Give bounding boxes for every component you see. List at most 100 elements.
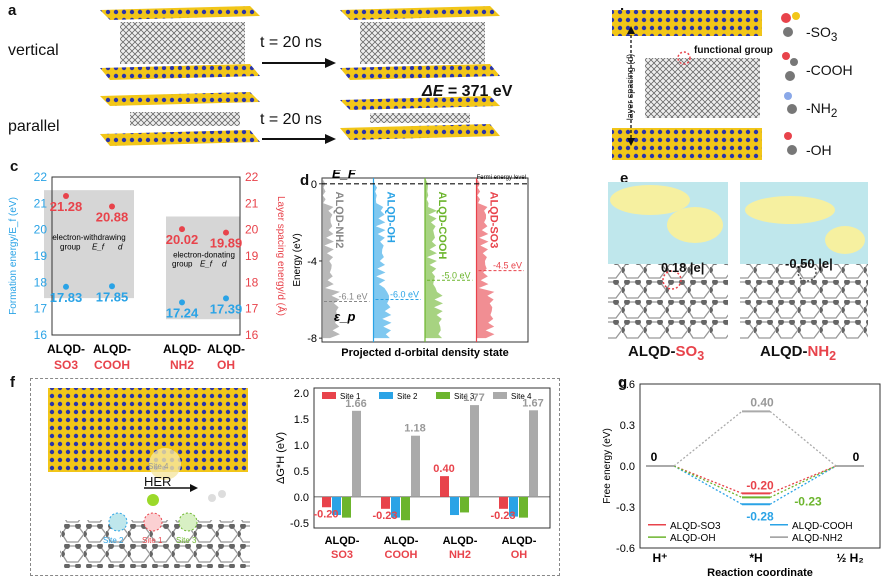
panel-a-structures: [100, 6, 500, 146]
bar: [470, 405, 479, 497]
bar-label: 1.77: [463, 392, 484, 404]
legend-label: Site 2: [397, 392, 418, 401]
x-label-bottom: OH: [217, 358, 235, 372]
box2-title: electron-donating: [173, 250, 235, 259]
bar-label: -0.23: [372, 510, 397, 522]
qd-flat-1: [130, 112, 240, 126]
ep-label: -4.5 eV: [493, 261, 522, 271]
data-label: 21.28: [50, 199, 83, 214]
tick-label: 1.0: [294, 440, 309, 452]
charge-site-right: [797, 262, 817, 282]
right-axis-label: Layer spacing energy/d (Å): [275, 196, 288, 316]
time-label-top: t = 20 ns: [260, 34, 322, 51]
x-label-bottom: SO3: [331, 549, 353, 561]
bar: [401, 496, 410, 521]
box1-title: electron-withdrawing: [52, 233, 125, 242]
panel-c-label: c: [10, 158, 19, 175]
tick-label: 0.6: [620, 379, 635, 391]
x-label-bottom: SO3: [54, 358, 78, 372]
y-axis-label: Free energy (eV): [602, 428, 613, 504]
tick-label: 0.0: [294, 492, 309, 504]
value-label-red: -0.20: [746, 478, 774, 492]
x-tick-label: ½ H₂: [836, 551, 863, 565]
box2-subtitle: group: [172, 260, 193, 269]
box1-d: d: [118, 242, 123, 251]
x-label-bottom: COOH: [94, 358, 130, 372]
value-label-top: 0.40: [750, 395, 774, 409]
bar: [381, 496, 390, 509]
y-axis-label: ΔG*H (eV): [275, 432, 287, 484]
left-tick-label: 20: [34, 223, 48, 237]
bar: [519, 496, 528, 518]
y-axis-label: Energy (eV): [292, 233, 303, 286]
x-label-bottom: NH2: [449, 549, 471, 561]
tick-label: -0.3: [616, 502, 635, 514]
group-nh2: -NH2: [806, 100, 838, 120]
her-arrow-head: [190, 484, 198, 492]
data-label: 20.88: [96, 209, 129, 224]
ep-label: -6.0 eV: [390, 290, 419, 300]
lattice-right: [740, 264, 868, 340]
bar-label: 1.67: [522, 397, 543, 409]
top-sheet: [612, 10, 762, 36]
group-so3: -SO3: [806, 24, 838, 44]
data-label: 17.83: [50, 290, 83, 305]
column-name: ALQD-COOH: [436, 192, 448, 260]
right-tick-label: 21: [245, 196, 259, 210]
spacing-arrow-top: [627, 26, 635, 34]
bar-label: 1.18: [404, 423, 425, 435]
tick-label: -8: [307, 333, 317, 345]
legend-label: Site 1: [340, 392, 361, 401]
column-name: ALQD-NH2: [333, 192, 345, 249]
adsorbate-h: [147, 494, 159, 506]
value-label-end: 0: [853, 450, 860, 464]
bar: [352, 410, 361, 497]
bar-label: 0.40: [433, 463, 454, 475]
site4-halo: [149, 448, 181, 480]
spacing-arrow-bottom: [627, 138, 635, 146]
x-label-bottom: NH2: [170, 358, 194, 372]
plot-frame: [639, 383, 881, 549]
row-label-parallel: parallel: [8, 118, 60, 135]
bar-label: -0.23: [490, 510, 515, 522]
x-tick-label: *H: [749, 551, 762, 565]
bar: [499, 496, 508, 509]
graphene-layer: [645, 58, 760, 118]
ef-label: E_F: [332, 170, 357, 181]
data-point: [223, 229, 229, 236]
connector-line: [769, 465, 837, 505]
panel-b-structure: [612, 10, 762, 160]
left-tick-label: 19: [34, 249, 48, 263]
site2-label: Site 2: [103, 536, 124, 545]
sheet-bottom-3: [100, 130, 260, 146]
left-axis-label: Formation energy/E_f (eV): [8, 197, 19, 315]
left-tick-label: 21: [34, 196, 48, 210]
connector-line: [673, 465, 743, 505]
panel-e-label: e: [620, 170, 629, 187]
ep-label: -6.1 eV: [338, 291, 367, 301]
box2-ef: E_f: [200, 260, 213, 269]
x-label-top: ALQD-: [443, 535, 478, 547]
fermi-label: Fermi energy level: [477, 175, 526, 181]
right-tick-label: 18: [245, 275, 259, 289]
tick-label: 2.0: [294, 388, 309, 400]
legend-label: Site 3: [454, 392, 475, 401]
data-label: 17.85: [96, 289, 129, 304]
legend-label: ALQD-NH2: [792, 533, 843, 544]
lattice-left: [608, 264, 728, 340]
dos-curve: [476, 178, 495, 339]
data-label: 20.02: [166, 232, 199, 247]
x-tick-label: H⁺: [653, 551, 668, 565]
panel-g-label: g: [618, 374, 628, 391]
sheet-top-4: [340, 96, 500, 110]
data-point: [109, 283, 115, 290]
left-tick-label: 17: [34, 302, 48, 316]
sheet-top-2: [340, 6, 500, 20]
legend-swatch: [322, 392, 336, 399]
panel-f-label: f: [10, 374, 15, 391]
right-tick-label: 17: [245, 302, 259, 316]
legend-swatch: [379, 392, 393, 399]
bar: [342, 496, 351, 518]
charge-site-left: [662, 270, 682, 290]
data-label: 17.24: [166, 305, 199, 320]
